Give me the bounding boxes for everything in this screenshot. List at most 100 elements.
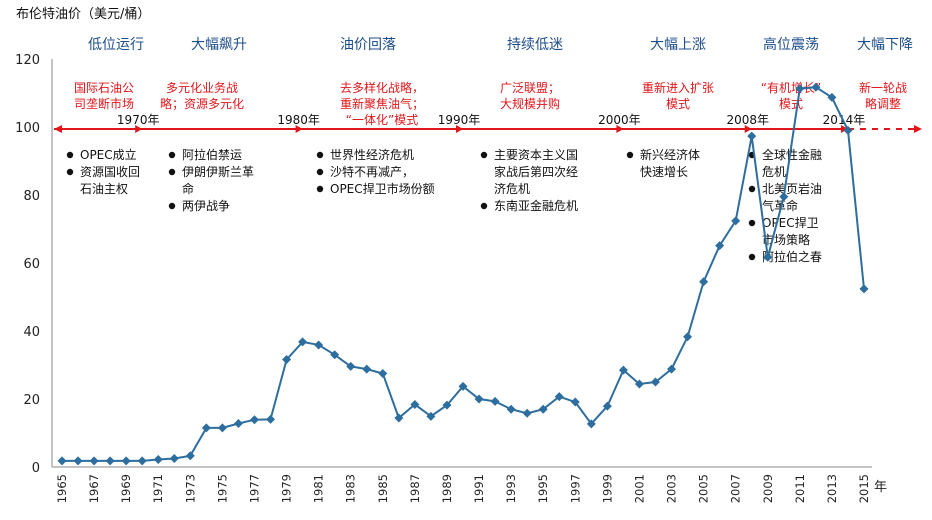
- price-point: [602, 401, 612, 411]
- price-point: [763, 252, 773, 262]
- phase-event: OPEC成立: [80, 147, 137, 162]
- phase-title: 大幅飙升: [191, 37, 247, 53]
- price-point: [699, 277, 709, 287]
- event-bullet: [168, 151, 176, 159]
- price-point: [442, 400, 452, 410]
- x-tick-label: 2011: [793, 474, 807, 503]
- price-point: [667, 364, 677, 374]
- phase-event: 世界性经济危机: [330, 147, 414, 162]
- phase-strategy: 模式: [779, 97, 803, 111]
- price-series: [57, 82, 869, 466]
- price-point: [779, 192, 789, 202]
- event-bullet: [168, 202, 176, 210]
- phase-strategy: 大规模并购: [500, 96, 560, 111]
- phase-event: 阿拉伯之春: [762, 249, 822, 264]
- y-tick-label: 40: [23, 325, 40, 340]
- price-point: [634, 379, 644, 389]
- phase-event: 全球性金融: [762, 147, 822, 162]
- y-tick-label: 120: [15, 53, 40, 68]
- event-bullet: [316, 151, 324, 159]
- price-point: [137, 456, 147, 466]
- phase-title: 高位震荡: [763, 36, 819, 53]
- y-tick-label: 100: [15, 121, 40, 136]
- price-point: [233, 418, 243, 428]
- price-line: [62, 86, 865, 462]
- event-bullet: [626, 151, 634, 159]
- phase-event: 沙特不再减产，: [330, 164, 414, 179]
- x-tick-label: 1987: [408, 474, 422, 503]
- timeline-marker-arrow: [135, 125, 143, 133]
- phase-strategy: 模式: [666, 97, 690, 111]
- phase-strategy: 司垄断市场: [74, 96, 134, 111]
- phase-strategy: “一体化”模式: [346, 113, 418, 127]
- price-point: [731, 216, 741, 226]
- price-point: [843, 125, 853, 135]
- phase-event: 资源国收回: [80, 165, 140, 179]
- x-tick-label: 1993: [504, 474, 518, 503]
- phase-event: OPEC捍卫: [762, 216, 819, 230]
- price-point: [330, 350, 340, 360]
- phase-event: 气革命: [762, 198, 798, 213]
- phase-strategy: 去多样化战略，: [340, 80, 424, 95]
- x-tick-label: 1995: [536, 474, 550, 503]
- phase-strategy: 重新进入扩张: [642, 80, 714, 95]
- price-point: [217, 423, 227, 433]
- price-point: [458, 381, 468, 391]
- phase-strategy: “有机增长”: [761, 81, 821, 95]
- price-point: [586, 419, 596, 429]
- y-tick-label: 60: [23, 257, 40, 272]
- event-bullet: [748, 219, 756, 227]
- phase-title: 持续低迷: [507, 36, 563, 53]
- phase-strategy: 多元化业务战: [166, 80, 238, 95]
- timeline-marker-label: 1970年: [117, 113, 160, 127]
- price-point: [121, 456, 131, 466]
- x-tick-label: 1971: [151, 474, 165, 503]
- timeline-marker-label: 1980年: [277, 113, 320, 127]
- event-bullet: [66, 168, 74, 176]
- phase-strategy: 重新聚焦油气；: [340, 96, 424, 111]
- timeline-marker-label: 2000年: [598, 113, 641, 127]
- price-point: [490, 396, 500, 406]
- phase-event: 北美页岩油: [762, 181, 822, 196]
- timeline-marker-arrow: [616, 125, 624, 133]
- phase-strategy: 国际石油公: [74, 81, 134, 95]
- x-tick-label: 2001: [632, 474, 646, 503]
- phase-strategy: 略调整: [865, 96, 901, 111]
- phase-title: 低位运行: [88, 37, 144, 53]
- price-point: [266, 414, 276, 424]
- price-point: [522, 408, 532, 418]
- x-tick-label: 2007: [729, 474, 743, 503]
- event-bullet: [480, 151, 488, 159]
- y-tick-label: 80: [23, 189, 40, 204]
- x-tick-label: 1977: [247, 474, 261, 503]
- chart-title: 布伦特油价（美元/桶）: [16, 7, 150, 22]
- price-point: [201, 423, 211, 433]
- y-axis: 0 20 40 60 80 100 120: [15, 53, 53, 476]
- x-tick-label: 1975: [215, 474, 229, 503]
- price-point: [362, 364, 372, 374]
- price-point: [618, 365, 628, 375]
- x-tick-label: 1965: [55, 474, 69, 503]
- phase-event: 阿拉伯禁运: [182, 147, 242, 162]
- x-tick-label: 1967: [87, 474, 101, 503]
- price-point: [715, 241, 725, 251]
- price-point: [683, 332, 693, 342]
- price-point: [73, 456, 83, 466]
- phase-event: 主要资本主义国: [494, 148, 578, 162]
- timeline-marker-arrow: [456, 125, 463, 133]
- price-point: [811, 82, 821, 92]
- price-point: [57, 456, 67, 466]
- phase-event: 家战后第四次经: [494, 164, 578, 179]
- phase-event: 快速增长: [640, 165, 688, 179]
- timeline: 1970年 1980年 1990年 2000年 2008年 2014年: [54, 113, 922, 133]
- phase-event: 伊朗伊斯兰革: [182, 165, 254, 179]
- price-point: [554, 392, 564, 402]
- price-point: [346, 361, 356, 371]
- price-point: [410, 399, 420, 409]
- y-tick-label: 20: [23, 393, 40, 408]
- phase-event: OPEC捍卫市场份额: [330, 181, 435, 196]
- price-point: [169, 454, 179, 463]
- x-tick-label: 1981: [312, 474, 326, 503]
